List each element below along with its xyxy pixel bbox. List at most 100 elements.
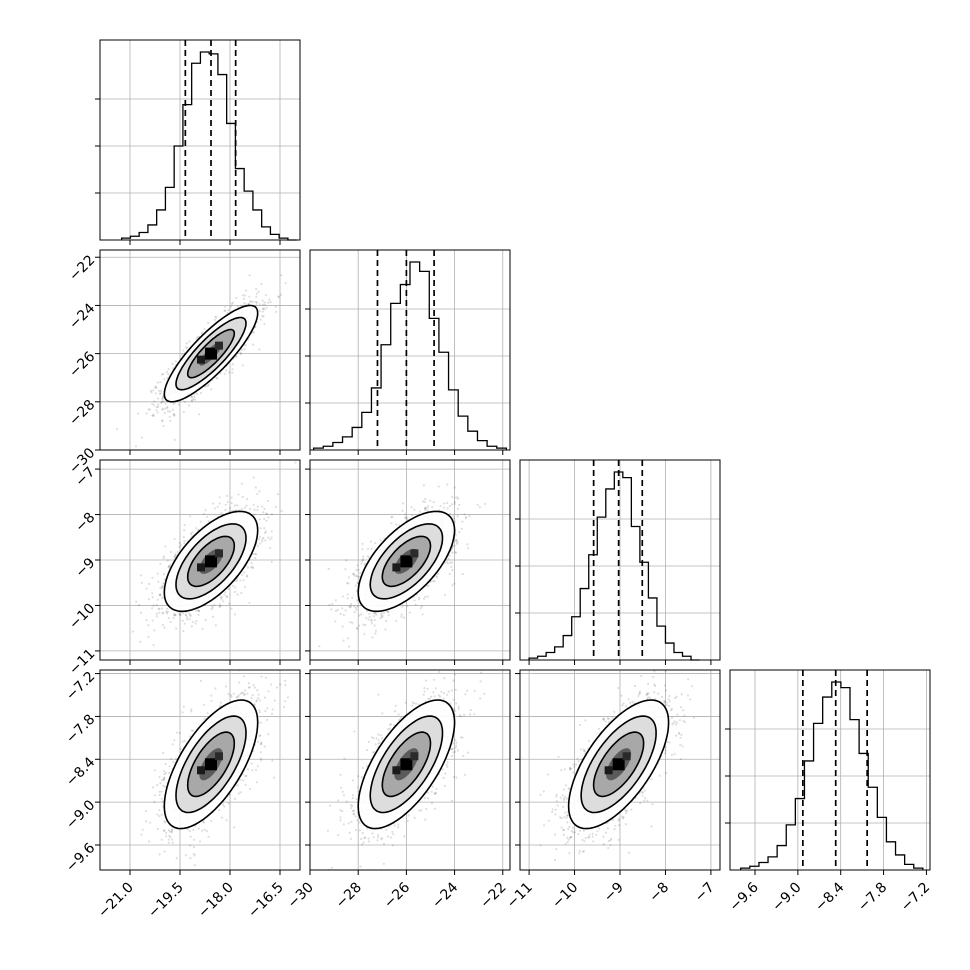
scatter-point xyxy=(167,372,170,376)
scatter-point xyxy=(188,404,191,407)
scatter-point xyxy=(418,596,421,599)
scatter-point xyxy=(239,579,242,582)
scatter-point xyxy=(227,308,230,312)
scatter-point xyxy=(183,524,186,527)
scatter-point xyxy=(234,590,237,594)
scatter-point xyxy=(353,574,356,577)
scatter-point xyxy=(455,542,459,545)
scatter-point xyxy=(276,493,280,496)
histogram-step-line xyxy=(312,261,508,450)
scatter-point xyxy=(263,507,266,510)
scatter-point xyxy=(406,605,409,608)
scatter-point xyxy=(358,614,361,617)
scatter-point xyxy=(259,527,262,530)
scatter-point xyxy=(166,377,169,380)
scatter-point xyxy=(344,609,347,612)
scatter-point xyxy=(476,503,479,506)
scatter-point xyxy=(153,629,156,632)
scatter-point xyxy=(432,501,435,504)
scatter-point xyxy=(370,622,373,625)
scatter-point xyxy=(372,611,375,615)
scatter-point xyxy=(243,294,247,297)
scatter-point xyxy=(422,484,425,487)
scatter-point xyxy=(280,274,283,277)
scatter-point xyxy=(373,611,376,615)
scatter-point xyxy=(159,586,162,590)
scatter-point xyxy=(153,404,156,407)
scatter-point xyxy=(240,348,244,351)
scatter-point xyxy=(132,630,135,633)
scatter-point xyxy=(390,522,393,525)
scatter-point xyxy=(173,537,176,540)
scatter-point xyxy=(152,413,155,416)
scatter-point xyxy=(216,377,219,380)
scatter-point xyxy=(385,620,388,623)
scatter-point xyxy=(206,515,209,518)
scatter-point xyxy=(159,401,162,404)
scatter-point xyxy=(172,402,175,406)
scatter-point xyxy=(363,633,366,636)
scatter-point xyxy=(453,500,456,504)
scatter-point xyxy=(151,402,154,406)
scatter-point xyxy=(151,414,154,417)
scatter-point xyxy=(231,371,234,374)
scatter-point xyxy=(436,576,439,579)
scatter-point xyxy=(269,546,272,550)
scatter-point xyxy=(167,565,170,568)
scatter-point xyxy=(233,504,237,507)
scatter-point xyxy=(445,560,448,563)
contour-line xyxy=(163,510,259,613)
scatter-point xyxy=(249,300,253,303)
scatter-point xyxy=(226,500,229,503)
scatter-point xyxy=(372,615,375,618)
scatter-point xyxy=(179,613,182,617)
scatter-point xyxy=(231,368,234,371)
scatter-point xyxy=(334,599,337,602)
scatter-point xyxy=(210,605,214,608)
scatter-point xyxy=(162,400,165,403)
scatter-point xyxy=(259,318,262,321)
scatter-point xyxy=(167,367,170,371)
scatter-point xyxy=(166,559,169,562)
histogram-step-line xyxy=(740,681,924,870)
scatter-point xyxy=(245,289,248,292)
scatter-point xyxy=(294,461,297,464)
scatter-point xyxy=(190,625,193,628)
scatter-point xyxy=(175,627,178,630)
scatter-point xyxy=(468,515,471,518)
scatter-point xyxy=(173,438,176,441)
contour-line xyxy=(175,316,247,391)
scatter-point xyxy=(380,613,383,617)
scatter-point xyxy=(207,321,210,324)
scatter-point xyxy=(270,560,273,564)
scatter-point xyxy=(279,293,283,296)
scatter-point xyxy=(218,502,221,505)
scatter-point xyxy=(227,588,230,591)
scatter-point xyxy=(224,309,227,312)
scatter-point xyxy=(203,328,206,331)
scatter-point xyxy=(161,585,164,588)
scatter-point xyxy=(261,538,264,541)
scatter-point xyxy=(262,307,265,310)
scatter-point xyxy=(248,601,251,604)
scatter-point xyxy=(446,562,449,565)
scatter-point xyxy=(235,355,238,358)
scatter-point xyxy=(265,512,268,515)
scatter-point xyxy=(164,407,167,410)
scatter-point xyxy=(237,493,240,496)
scatter-point xyxy=(152,604,155,607)
scatter-point xyxy=(354,584,357,587)
scatter-point xyxy=(330,608,333,611)
scatter-point xyxy=(158,392,161,395)
scatter-point xyxy=(366,547,370,550)
scatter-point xyxy=(365,609,369,613)
scatter-point xyxy=(207,383,210,386)
scatter-point xyxy=(182,349,185,352)
scatter-point xyxy=(210,608,213,611)
scatter-point xyxy=(252,503,255,506)
scatter-point xyxy=(458,503,461,507)
scatter-point xyxy=(162,555,165,558)
scatter-point xyxy=(201,331,204,334)
scatter-point xyxy=(211,615,215,619)
scatter-point xyxy=(168,566,171,569)
